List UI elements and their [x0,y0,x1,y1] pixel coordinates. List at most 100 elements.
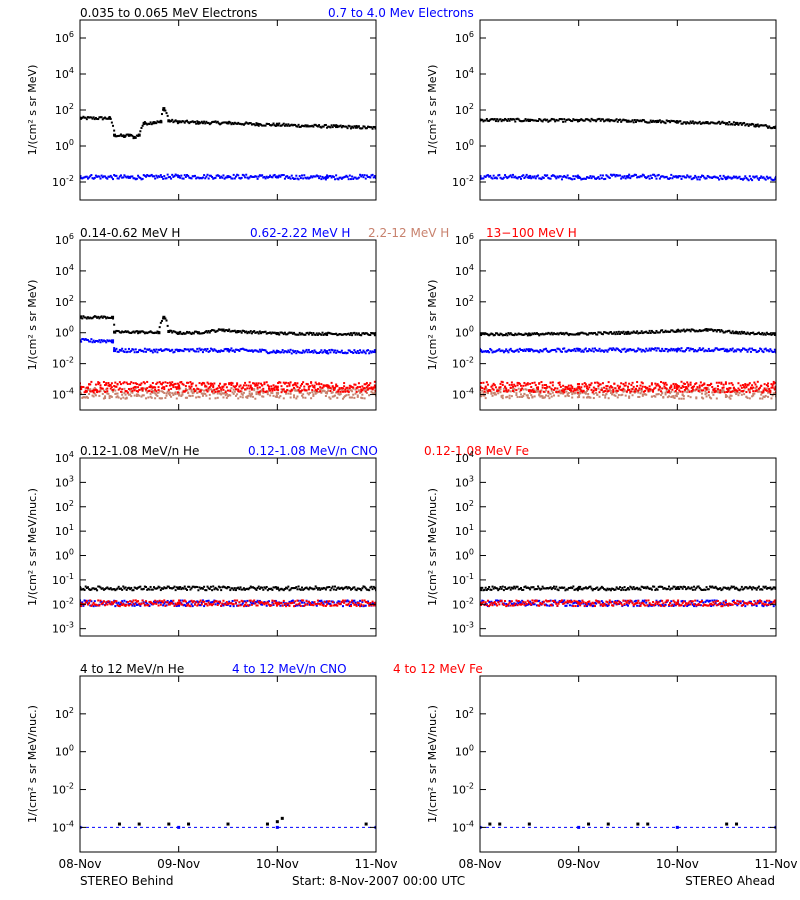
data-point [109,587,112,590]
y-tick-label: 100 [455,138,474,153]
data-point [500,333,503,336]
data-point [744,348,747,351]
data-point [108,383,111,386]
data-point [223,348,226,351]
data-point [104,604,107,607]
data-point [604,394,607,397]
data-point [148,601,151,604]
data-point [336,601,339,604]
data-point [225,601,228,604]
data-point [325,175,329,179]
data-point [126,391,129,394]
data-point [483,333,486,336]
data-point [723,121,726,124]
data-point [762,389,765,392]
data-point [549,333,552,336]
data-point [83,589,86,592]
data-point [86,586,89,589]
data-point [188,122,191,125]
data-point [613,382,616,385]
data-point [703,329,706,332]
data-point [198,600,201,603]
data-point [264,601,267,604]
data-point [521,120,524,123]
data-point [703,122,706,125]
data-point [123,330,126,333]
data-point [562,392,565,395]
data-point [718,178,721,181]
data-point [232,385,235,388]
data-point [164,109,167,112]
data-point [619,174,622,177]
data-point [566,386,569,389]
data-point [267,603,270,606]
data-point [293,351,296,354]
data-point [562,175,565,178]
data-point [277,389,280,392]
data-point [173,330,176,333]
data-point [642,390,645,393]
series-1-marks [80,337,376,355]
data-point [92,395,95,398]
data-point [153,602,155,605]
data-point [696,350,699,353]
data-point [703,588,706,591]
data-point [348,396,351,399]
data-point [145,175,148,178]
data-point [500,349,503,352]
data-point [274,395,277,398]
data-point [526,348,529,351]
data-point [365,332,368,335]
data-point [572,585,575,588]
series-2-marks [80,386,376,400]
data-point [93,176,96,179]
data-point [230,123,233,126]
data-point [357,389,360,392]
data-point [119,174,122,177]
data-point [106,586,109,589]
data-point [283,382,286,385]
data-point [232,603,235,606]
data-point [242,174,245,177]
data-point [718,348,721,351]
data-point [327,389,330,392]
data-point [305,389,308,392]
data-point [534,391,537,394]
data-point [355,177,358,180]
data-point [351,396,354,399]
data-point [751,179,754,182]
data-point [343,176,346,179]
data-point [256,331,259,334]
data-point [619,118,622,121]
data-point [151,382,154,385]
data-point [604,119,607,122]
data-point [88,317,91,320]
data-point [96,117,99,120]
data-point [567,384,570,387]
data-point [518,176,521,179]
data-point [114,389,117,392]
data-point [145,601,148,604]
data-point [326,384,329,387]
data-point [211,348,214,351]
data-point [111,315,115,319]
data-point [683,382,686,385]
data-point [186,174,189,177]
data-point [324,588,327,591]
y-tick-label: 100 [455,325,474,340]
data-point [502,387,505,390]
data-point [371,388,374,391]
data-point [339,393,342,396]
data-point [139,176,142,179]
data-point [107,381,110,384]
y-tick-label: 104 [55,66,74,81]
data-point [294,383,297,386]
data-point [262,387,265,390]
data-point [727,389,730,392]
series-0-marks [480,585,776,592]
data-point [199,587,202,590]
data-point [275,350,279,354]
data-point [114,392,117,395]
data-point [695,350,698,353]
data-point [328,175,331,178]
